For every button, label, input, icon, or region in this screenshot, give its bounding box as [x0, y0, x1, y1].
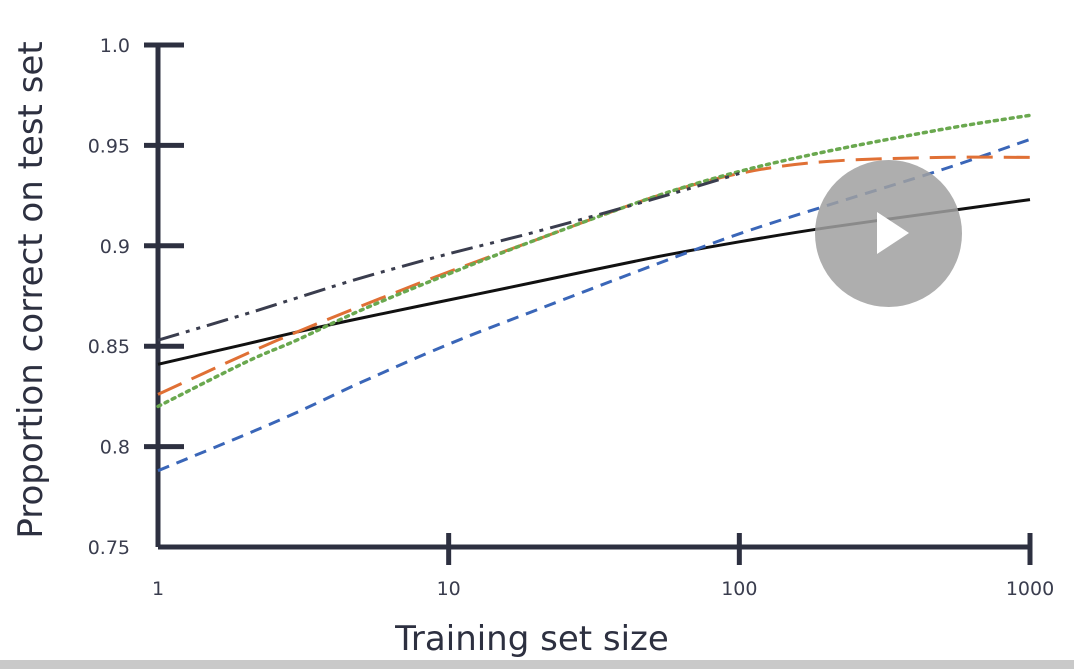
y-axis-title: Proportion correct on test set — [11, 41, 51, 538]
y-tick-label: 0.75 — [88, 537, 130, 559]
series-line-4-dotted — [156, 113, 1032, 409]
play-icon — [877, 212, 909, 254]
y-tick-label: 0.85 — [88, 336, 130, 358]
x-tick-label: 100 — [721, 578, 757, 600]
x-tick-label: 1 — [152, 578, 164, 600]
video-play-button[interactable] — [815, 160, 962, 307]
x-tick-label: 10 — [437, 578, 461, 600]
series-line-5-dash-dot-dot — [157, 172, 740, 342]
y-tick-label: 0.9 — [100, 236, 130, 258]
x-axis-title: Training set size — [394, 619, 669, 659]
x-axis: 1 10 100 1000 — [152, 533, 1054, 600]
video-progress-bar[interactable] — [0, 660, 1074, 669]
y-tick-label: 0.8 — [100, 437, 130, 459]
y-axis: 0.75 0.8 0.85 0.9 0.95 1.0 — [88, 35, 184, 559]
y-tick-label: 1.0 — [100, 35, 130, 57]
x-tick-label: 1000 — [1006, 578, 1054, 600]
y-tick-label: 0.95 — [88, 135, 130, 157]
